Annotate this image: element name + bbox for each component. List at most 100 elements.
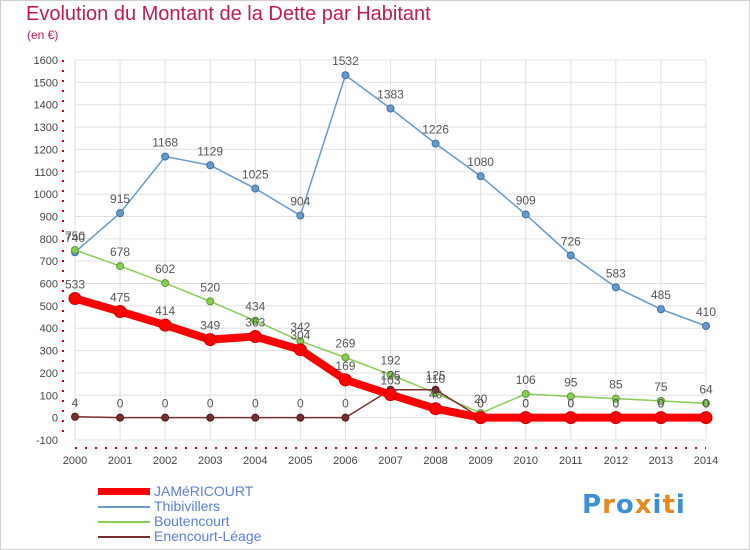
- data-point-jam-ricourt: [384, 388, 397, 402]
- y-tick-label: 700: [40, 256, 58, 268]
- data-label-enencourt-l-age: 0: [522, 397, 529, 411]
- data-label-enencourt-l-age: 0: [117, 397, 124, 411]
- data-point-jam-ricourt: [429, 402, 443, 416]
- y-tick-label: 1300: [34, 122, 58, 134]
- data-label-thibivillers: 904: [290, 195, 310, 209]
- legend-item-boutencourt: Boutencourt: [98, 514, 338, 529]
- series-layer: [68, 71, 713, 425]
- y-tick-label: 900: [40, 211, 58, 223]
- y-tick-label: 400: [40, 323, 58, 335]
- data-label-jam-ricourt: 349: [200, 319, 220, 333]
- data-label-thibivillers: 1129: [197, 144, 223, 158]
- data-point-boutencourt: [611, 394, 620, 403]
- y-tick-label: 500: [40, 301, 58, 313]
- y-tick-label: 1200: [34, 144, 58, 156]
- data-label-boutencourt: 602: [155, 262, 175, 276]
- data-label-jam-ricourt: 533: [65, 278, 85, 292]
- data-label-enencourt-l-age: 0: [342, 397, 349, 411]
- data-point-enencourt-l-age: [206, 413, 215, 422]
- data-label-enencourt-l-age: 125: [426, 369, 446, 383]
- x-tick-label: 2013: [649, 455, 673, 467]
- logo-letter: r: [602, 490, 616, 520]
- x-tick-label: 2008: [423, 455, 447, 467]
- data-label-boutencourt: 75: [654, 380, 668, 394]
- x-tick-label: 2000: [63, 455, 87, 467]
- data-point-boutencourt: [702, 399, 710, 408]
- data-point-jam-ricourt: [293, 343, 307, 357]
- data-point-jam-ricourt: [338, 373, 352, 387]
- data-label-jam-ricourt: 0: [703, 397, 710, 411]
- data-point-thibivillers: [341, 71, 350, 80]
- data-point-enencourt-l-age: [296, 413, 305, 422]
- data-label-thibivillers: 1080: [467, 155, 494, 169]
- logo-letter: o: [615, 490, 635, 520]
- legend: JAMéRICOURT Thibivillers Boutencourt Ene…: [98, 484, 338, 544]
- data-point-boutencourt: [206, 297, 215, 306]
- data-point-thibivillers: [566, 251, 575, 260]
- logo-letter: P: [582, 490, 603, 520]
- legend-swatch-enencourt-leage: [98, 536, 150, 538]
- data-label-boutencourt: 520: [200, 280, 220, 294]
- data-point-enencourt-l-age: [431, 385, 440, 394]
- data-point-jam-ricourt: [519, 411, 533, 425]
- data-labels: 740 915 1168 1129 1025 904 1532 1383 1226 1080 909…: [65, 54, 716, 410]
- x-tick-label: 2006: [333, 455, 357, 467]
- data-label-thibivillers: 1025: [242, 168, 269, 182]
- data-label-jam-ricourt: 0: [477, 397, 484, 411]
- data-label-thibivillers: 740: [65, 231, 85, 245]
- legend-swatch-jamericourt: [98, 488, 150, 495]
- data-label-boutencourt: 342: [290, 320, 310, 334]
- data-label-enencourt-l-age: 0: [252, 397, 259, 411]
- data-point-boutencourt: [656, 396, 665, 405]
- data-point-enencourt-l-age: [161, 413, 170, 422]
- data-label-boutencourt: 192: [380, 354, 400, 368]
- data-label-thibivillers: 909: [516, 193, 536, 207]
- data-point-jam-ricourt: [158, 318, 172, 332]
- legend-label-thibivillers: Thibivillers: [154, 498, 221, 514]
- data-label-jam-ricourt: 103: [380, 374, 400, 388]
- data-label-enencourt-l-age: 4: [72, 396, 79, 410]
- data-label-boutencourt: 95: [564, 375, 578, 389]
- x-tick-label: 2004: [243, 455, 267, 467]
- data-label-jam-ricourt: 0: [522, 397, 529, 411]
- x-tick-label: 2007: [378, 455, 402, 467]
- data-label-thibivillers: 1226: [422, 123, 449, 137]
- data-label-enencourt-l-age: 125: [380, 369, 400, 383]
- x-tick-label: 2010: [513, 455, 537, 467]
- y-tick-label: 600: [40, 279, 58, 291]
- legend-label-enencourt-leage: Enencourt-Léage: [154, 528, 262, 544]
- data-label-thibivillers: 726: [561, 234, 581, 248]
- legend-label-boutencourt: Boutencourt: [154, 513, 230, 529]
- logo-letter: i: [652, 490, 663, 520]
- data-point-thibivillers: [251, 184, 260, 193]
- data-point-thibivillers: [161, 152, 170, 161]
- data-point-enencourt-l-age: [71, 412, 79, 421]
- legend-item-enencourt-leage: Enencourt-Léage: [98, 529, 338, 544]
- data-label-boutencourt: 106: [516, 373, 536, 387]
- data-label-thibivillers: 485: [651, 288, 671, 302]
- x-tick-label: 2001: [108, 455, 132, 467]
- data-point-boutencourt: [386, 370, 395, 379]
- data-label-boutencourt: 20: [474, 392, 488, 406]
- data-label-enencourt-l-age: 0: [613, 397, 620, 411]
- data-label-jam-ricourt: 304: [290, 329, 310, 343]
- data-point-thibivillers: [702, 322, 710, 330]
- data-point-jam-ricourt: [564, 411, 578, 425]
- data-point-boutencourt: [116, 262, 125, 271]
- data-label-jam-ricourt: 475: [110, 290, 130, 304]
- x-tick-label: 2011: [559, 455, 583, 467]
- logo-letter: x: [634, 490, 653, 520]
- data-label-thibivillers: 583: [606, 266, 626, 280]
- logo-letter: t: [662, 490, 676, 520]
- data-label-jam-ricourt: 0: [613, 397, 620, 411]
- x-tick-label: 2005: [288, 455, 312, 467]
- data-point-jam-ricourt: [113, 304, 127, 318]
- chart-title: Evolution du Montant de la Dette par Hab…: [26, 3, 431, 25]
- y-tick-label: 800: [40, 234, 58, 246]
- data-label-jam-ricourt: 0: [567, 397, 574, 411]
- data-point-thibivillers: [296, 211, 305, 220]
- x-tick-label: 2012: [604, 455, 628, 467]
- data-point-boutencourt: [566, 392, 575, 401]
